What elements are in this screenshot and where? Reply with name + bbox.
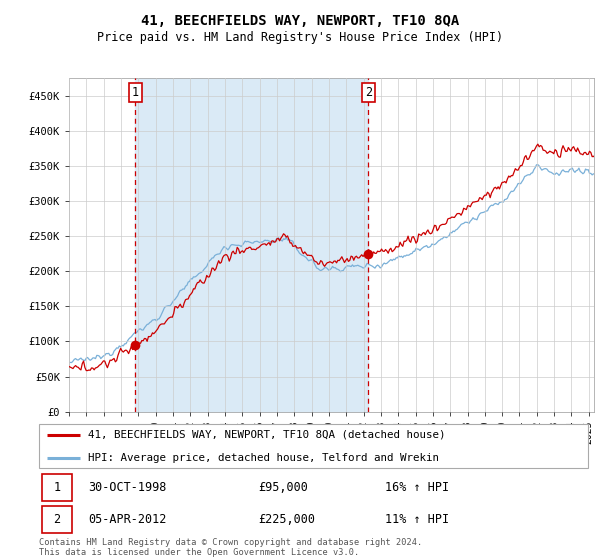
Text: £95,000: £95,000 [259, 481, 308, 494]
FancyBboxPatch shape [42, 474, 72, 501]
Text: Contains HM Land Registry data © Crown copyright and database right 2024.
This d: Contains HM Land Registry data © Crown c… [39, 538, 422, 557]
Text: 1: 1 [132, 86, 139, 99]
Text: 30-OCT-1998: 30-OCT-1998 [88, 481, 167, 494]
Text: 2: 2 [53, 513, 61, 526]
Text: 41, BEECHFIELDS WAY, NEWPORT, TF10 8QA (detached house): 41, BEECHFIELDS WAY, NEWPORT, TF10 8QA (… [88, 430, 446, 440]
Text: 16% ↑ HPI: 16% ↑ HPI [385, 481, 449, 494]
Text: 41, BEECHFIELDS WAY, NEWPORT, TF10 8QA: 41, BEECHFIELDS WAY, NEWPORT, TF10 8QA [141, 14, 459, 28]
FancyBboxPatch shape [42, 506, 72, 533]
Text: 1: 1 [53, 481, 61, 494]
Text: Price paid vs. HM Land Registry's House Price Index (HPI): Price paid vs. HM Land Registry's House … [97, 31, 503, 44]
Text: £225,000: £225,000 [259, 513, 316, 526]
Text: 2: 2 [365, 86, 372, 99]
Text: 11% ↑ HPI: 11% ↑ HPI [385, 513, 449, 526]
Text: 05-APR-2012: 05-APR-2012 [88, 513, 167, 526]
Text: HPI: Average price, detached house, Telford and Wrekin: HPI: Average price, detached house, Telf… [88, 453, 439, 463]
FancyBboxPatch shape [39, 424, 588, 468]
